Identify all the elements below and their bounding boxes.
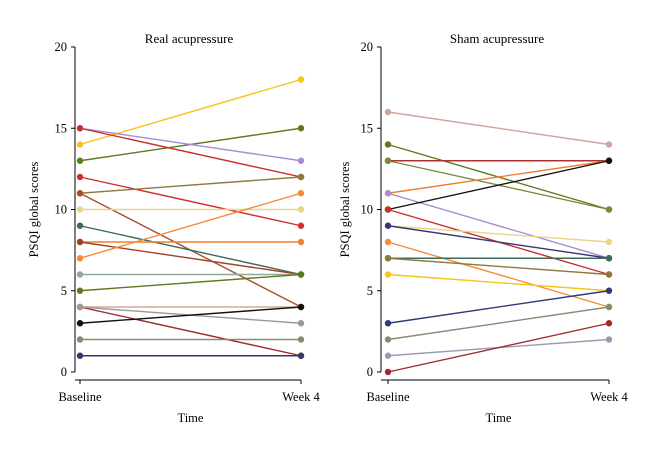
panel-1-series-line	[79, 192, 302, 259]
panel-2-series-line	[387, 241, 610, 308]
panel-1-data-point	[76, 336, 84, 343]
panel-2-x-tick-label: Week 4	[590, 390, 628, 404]
panel-1-x-tick-label: Week 4	[282, 390, 320, 404]
panel-1-data-point	[76, 125, 84, 132]
panel-2-data-point	[605, 141, 613, 148]
panel-1-data-point	[76, 157, 84, 164]
panel-1-series-line	[79, 241, 302, 276]
panel-1-data-point	[297, 157, 305, 164]
panel-2-series-line	[387, 160, 610, 194]
panel-1-title: Real acupressure	[145, 31, 234, 46]
panel-1-data-point	[297, 238, 305, 246]
panel-2-series-line	[387, 160, 610, 211]
panel-1-data-point	[297, 173, 305, 181]
panel-1-data-point	[297, 76, 305, 83]
panel-1-y-axis-title: PSQI global scores	[27, 161, 41, 257]
panel-2-data-point	[384, 255, 392, 262]
panel-2-data-point	[605, 238, 613, 246]
panel-1-data-point	[297, 190, 305, 197]
panel-2-series-line	[387, 290, 610, 324]
panel-2-data-point	[605, 336, 613, 343]
panel-2-data-point	[605, 206, 613, 213]
panel-1-x-axis-title: Time	[178, 411, 204, 425]
panel-2-data-point	[384, 336, 392, 343]
panel-2-data-point	[384, 238, 392, 246]
panel-1-series-line	[79, 306, 302, 324]
panel-2-x-axis-title: Time	[486, 411, 512, 425]
panel-2-series-line	[387, 225, 610, 259]
panel-2-series-line	[387, 192, 610, 259]
panel-2-data-point	[384, 157, 392, 164]
panel-2-series-line	[387, 306, 610, 341]
panel-2-data-point	[605, 271, 613, 278]
panel-2-x-tick-label: Baseline	[366, 390, 409, 404]
panel-2-title: Sham acupressure	[450, 31, 544, 46]
panel-2-y-tick-label: 5	[367, 284, 373, 298]
panel-2-data-point	[384, 368, 392, 376]
panel-1-data-point	[76, 255, 84, 262]
panel-1-data-point	[297, 320, 305, 327]
panel-2-data-point	[384, 222, 392, 229]
panel-2-data-point	[605, 303, 613, 311]
panel-2-series-line	[387, 257, 610, 276]
panel-1-data-point	[76, 190, 84, 197]
panel-2-y-tick-label: 10	[361, 203, 374, 217]
panel-1-data-point	[297, 271, 305, 278]
panel-1-series-line	[79, 176, 302, 227]
panel-2-data-point	[384, 190, 392, 197]
panel-2-data-point	[384, 320, 392, 327]
panel-1-data-point	[76, 303, 84, 311]
panel-1-y-tick-label: 10	[55, 203, 68, 217]
panel-2-y-tick-label: 20	[361, 40, 374, 54]
panel-1-data-point	[76, 173, 84, 181]
panel-1-data-point	[297, 352, 305, 359]
panel-1-data-point	[297, 303, 305, 311]
panel-1-data-point	[76, 287, 84, 294]
panel-1-data-point	[76, 320, 84, 327]
panel-2-data-point	[605, 320, 613, 327]
panel-2-data-point	[384, 206, 392, 213]
panel-1-series-line	[79, 225, 302, 276]
panel-1-series-line	[79, 127, 302, 178]
panel-1-x-tick-label: Baseline	[58, 390, 101, 404]
panel-1-series-line	[79, 78, 302, 146]
panel-1-data-point	[76, 222, 84, 229]
panel-1-data-point	[76, 352, 84, 359]
panel-2-data-point	[384, 108, 392, 116]
panel-2-data-point	[605, 157, 613, 164]
panel-2-series-line	[387, 322, 610, 373]
panel-2-data-point	[384, 271, 392, 278]
panel-1-data-point	[76, 271, 84, 278]
panel-2-y-axis-title: PSQI global scores	[338, 161, 352, 257]
panel-1-series-line	[79, 306, 302, 357]
panel-2-data-point	[384, 352, 392, 359]
panel-1-series-line	[79, 127, 302, 162]
panel-2-data-point	[384, 141, 392, 148]
panel-1-series-line	[79, 176, 302, 194]
panel-1-series-line	[79, 273, 302, 292]
panel-1-y-tick-label: 20	[55, 40, 68, 54]
panel-1-data-point	[76, 206, 84, 213]
panel-2-y-tick-label: 0	[367, 365, 373, 379]
panel-2-data-point	[605, 255, 613, 262]
panel-1-y-tick-label: 5	[61, 284, 67, 298]
panel-1-data-point	[297, 336, 305, 343]
panel-1-data-point	[297, 125, 305, 132]
panel-2-series-line	[387, 225, 610, 243]
panel-2-series-line	[387, 111, 610, 146]
panel-1-data-point	[297, 206, 305, 213]
panel-1-data-point	[297, 222, 305, 229]
panel-2-series-line	[387, 273, 610, 292]
panel-1-y-tick-label: 0	[61, 365, 67, 379]
panel-2-data-point	[605, 287, 613, 294]
panel-1-data-point	[76, 141, 84, 148]
panel-1-y-tick-label: 15	[55, 121, 68, 135]
panel-1-data-point	[76, 238, 84, 246]
panel-2-y-tick-label: 15	[361, 121, 374, 135]
